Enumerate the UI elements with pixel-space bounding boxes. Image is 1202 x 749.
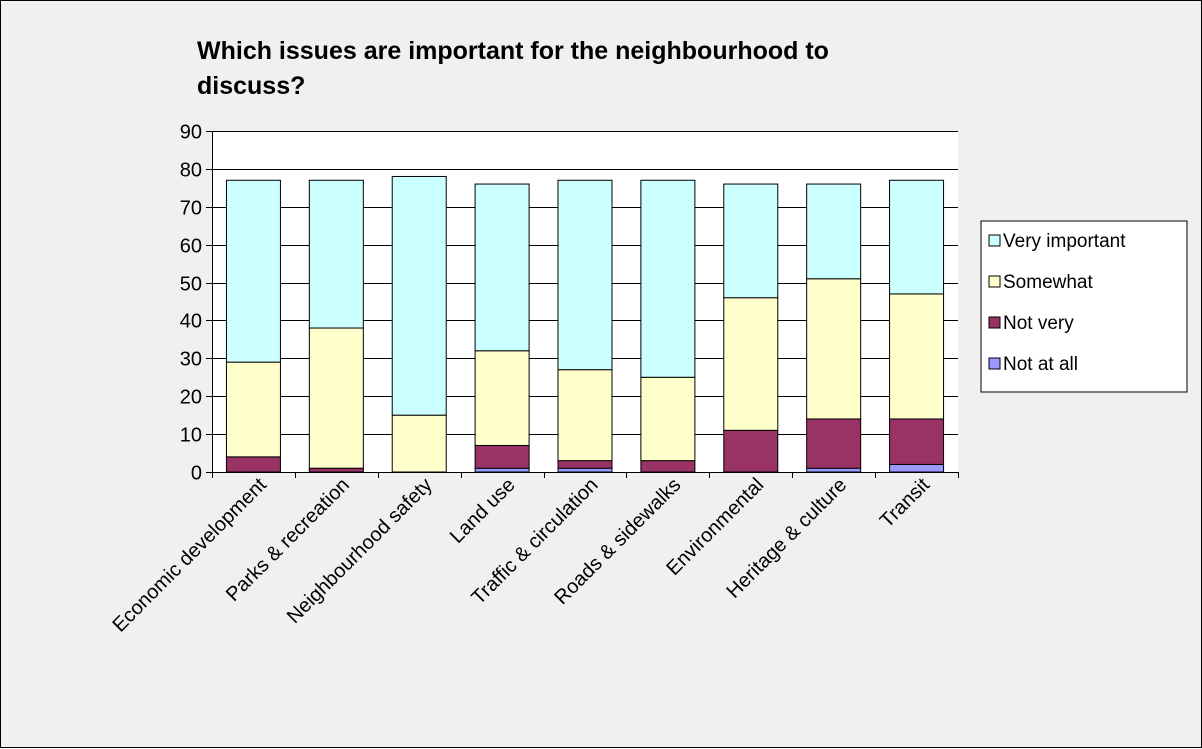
bar-segment — [225, 456, 281, 473]
bar-segment — [640, 460, 696, 473]
bar-segment — [225, 179, 281, 363]
bar-segment — [889, 463, 945, 473]
bar-segment — [308, 467, 364, 473]
bar-segment — [391, 414, 447, 473]
legend: Very important Somewhat Not very Not at all — [980, 220, 1188, 393]
bar-segment — [889, 293, 945, 420]
legend-swatch — [988, 234, 1001, 247]
bar-segment — [474, 444, 530, 469]
legend-label: Very important — [1003, 231, 1126, 252]
x-tick-label: Neighbourhood safety — [283, 474, 437, 628]
bar-segment — [723, 297, 779, 431]
y-tick-label: 50 — [180, 274, 202, 296]
x-tick-label: Transit — [876, 474, 935, 533]
bar-segment — [723, 183, 779, 299]
bar-segment — [474, 183, 530, 352]
y-tick-label: 60 — [180, 236, 202, 258]
axes — [206, 131, 959, 478]
bar-segment — [474, 350, 530, 446]
bar-segment — [723, 429, 779, 473]
bars — [225, 175, 945, 473]
bar-segment — [806, 183, 862, 280]
y-tick-label: 20 — [180, 387, 202, 409]
bar-segment — [557, 369, 613, 462]
y-tick-label: 30 — [180, 349, 202, 371]
legend-swatch — [988, 275, 1001, 288]
bar-segment — [557, 460, 613, 469]
chart-title-line-1: Which issues are important for the neigh… — [197, 37, 829, 65]
bar-segment — [889, 179, 945, 295]
y-tick-label: 80 — [180, 160, 202, 182]
bar-segment — [308, 179, 364, 329]
chart-title: Which issues are important for the neigh… — [197, 37, 829, 100]
bar-segment — [806, 278, 862, 420]
bar-segment — [889, 418, 945, 465]
y-tick-label: 70 — [180, 198, 202, 220]
legend-swatch — [988, 357, 1001, 370]
legend-label: Not very — [1003, 313, 1074, 334]
y-tick-label: 10 — [180, 425, 202, 447]
y-tick-label: 0 — [191, 463, 202, 485]
bar-segment — [474, 467, 530, 473]
bar-segment — [391, 175, 447, 416]
bar-segment — [557, 179, 613, 371]
bar-segment — [806, 467, 862, 473]
x-tick-label: Land use — [446, 474, 520, 548]
legend-box — [980, 220, 1188, 393]
chart-title-line-2: discuss? — [197, 72, 305, 100]
y-tick-label: 40 — [180, 311, 202, 333]
bar-segment — [806, 418, 862, 469]
y-tick-label: 90 — [180, 122, 202, 144]
bar-segment — [308, 327, 364, 469]
legend-label: Somewhat — [1003, 272, 1093, 293]
bar-segment — [640, 179, 696, 378]
legend-label: Not at all — [1003, 354, 1078, 375]
y-axis-tick-labels: 0 10 20 30 40 50 60 70 80 90 — [180, 122, 202, 485]
bar-segment — [640, 376, 696, 462]
bar-segment — [225, 361, 281, 458]
x-tick-label: Economic development — [108, 474, 271, 637]
bar-segment — [557, 467, 613, 473]
legend-swatch — [988, 316, 1001, 329]
